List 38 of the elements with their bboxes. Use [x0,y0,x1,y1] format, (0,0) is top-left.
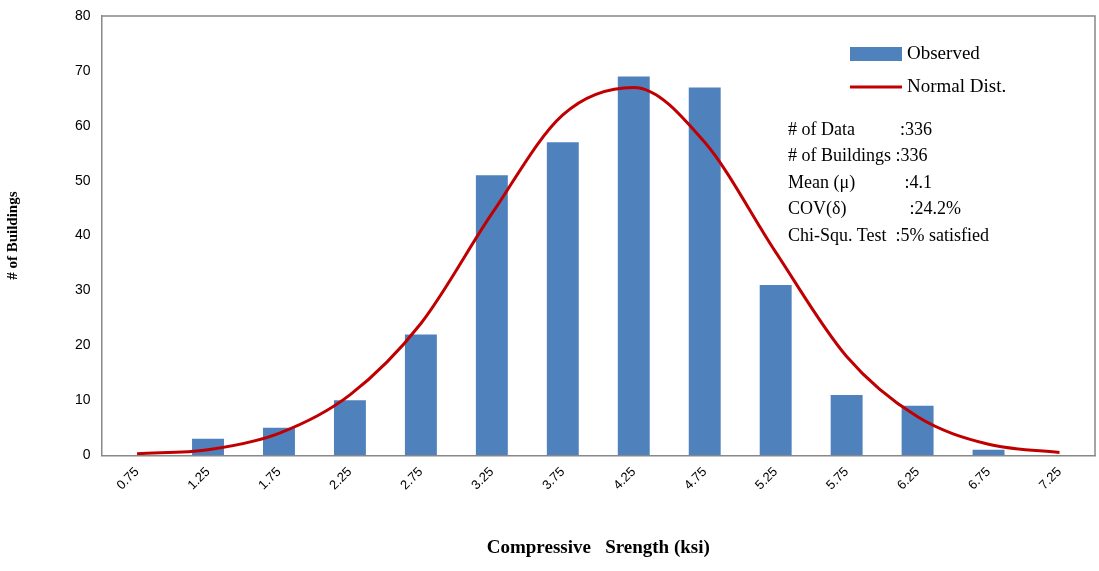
y-axis-title: # of Buildings [3,191,20,280]
x-tick-label: 5.25 [751,463,781,493]
annotation: Chi-Squ. Test :5% satisfied [788,224,989,245]
legend-label: Normal Dist. [907,74,1007,96]
bar [546,142,579,456]
bar [404,334,437,456]
y-tick-label: 40 [74,226,91,243]
legend-label: Observed [907,41,981,63]
annotation: # of Data :336 [788,118,932,139]
y-tick-label: 30 [74,281,91,298]
x-tick-label: 6.75 [964,463,994,493]
x-tick-label: 3.75 [538,463,568,493]
y-tick-label: 80 [74,6,91,23]
annotation: Mean (μ) :4.1 [788,171,933,193]
x-axis-title: Compressive Srength (ksi) [486,535,710,558]
x-tick-label: 3.25 [467,463,497,493]
y-tick-label: 50 [74,171,91,188]
bar [972,449,1005,456]
bar [830,394,863,456]
annotation: # of Buildings :336 [788,145,928,166]
x-tick-label: 4.75 [680,463,710,493]
annotation: COV(δ) :24.2% [788,198,961,220]
bar [333,400,366,456]
bar [475,175,508,456]
x-tick-label: 0.75 [113,463,142,493]
bar [688,87,721,456]
y-tick-label: 70 [74,61,91,78]
bar [759,285,792,456]
x-tick-label: 5.75 [822,463,852,493]
bar [901,405,934,456]
y-tick-label: 0 [82,446,91,463]
y-tick-label: 10 [74,391,91,408]
y-tick-label: 60 [74,116,91,133]
x-tick-label: 4.25 [609,463,639,493]
bar [617,76,650,456]
y-tick-label: 20 [74,336,91,353]
x-tick-label: 6.25 [893,463,923,493]
x-tick-label: 7.25 [1035,463,1065,493]
